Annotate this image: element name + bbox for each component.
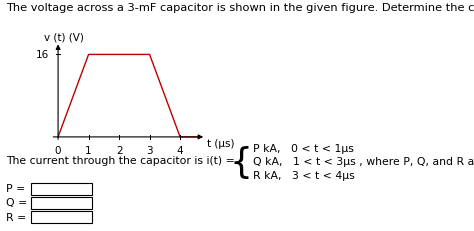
Text: P kA,   0 < t < 1μs: P kA, 0 < t < 1μs [253,143,354,153]
Text: v (t) (V): v (t) (V) [45,32,84,42]
Text: 2: 2 [116,145,122,155]
Text: 0: 0 [55,145,61,155]
Text: Q =: Q = [6,198,27,208]
Text: 16: 16 [36,50,50,60]
Text: 3: 3 [146,145,153,155]
Text: P =: P = [6,183,25,193]
Text: R =: R = [6,212,26,222]
Text: {: { [230,146,253,179]
Text: t (μs): t (μs) [207,139,235,149]
Text: R kA,   3 < t < 4μs: R kA, 3 < t < 4μs [253,170,355,180]
Text: 1: 1 [85,145,92,155]
Text: The current through the capacitor is i(t) =: The current through the capacitor is i(t… [6,155,235,166]
Text: Q kA,   1 < t < 3μs , where P, Q, and R are as follows:: Q kA, 1 < t < 3μs , where P, Q, and R ar… [253,156,474,166]
Text: The voltage across a 3-mF capacitor is shown in the given figure. Determine the : The voltage across a 3-mF capacitor is s… [6,3,474,13]
Text: 4: 4 [177,145,183,155]
